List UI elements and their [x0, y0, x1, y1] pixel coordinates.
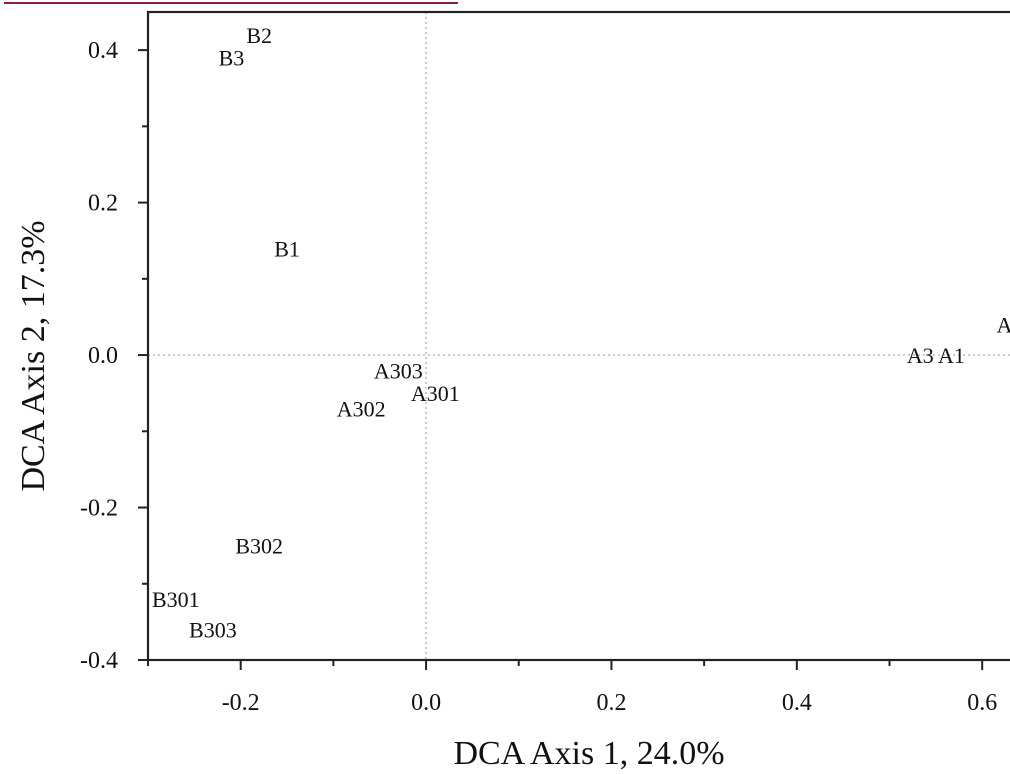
x-tick-label: -0.2 — [222, 690, 260, 716]
point-label-a2: A2 — [997, 313, 1010, 338]
x-tick-label: 0.6 — [967, 690, 997, 716]
point-label-b1: B1 — [274, 236, 300, 261]
point-label-a301: A301 — [411, 381, 460, 406]
y-tick-label: -0.2 — [80, 496, 118, 522]
y-axis-title: DCA Axis 2, 17.3% — [15, 220, 52, 491]
x-axis-title: DCA Axis 1, 24.0% — [453, 735, 724, 772]
point-label-b301: B301 — [152, 587, 200, 612]
y-tick-label: 0.4 — [88, 38, 118, 64]
x-tick-label: 0.4 — [782, 690, 812, 716]
x-tick-label: 0.2 — [596, 690, 626, 716]
point-label-b2: B2 — [246, 23, 272, 48]
point-label-a303: A303 — [374, 358, 423, 383]
y-tick-label: -0.4 — [80, 648, 118, 674]
y-tick-label: 0.2 — [88, 191, 118, 217]
point-label-a302: A302 — [337, 396, 386, 421]
x-tick-label: 0.0 — [411, 690, 441, 716]
point-label-a3-a1: A3 A1 — [907, 343, 965, 368]
point-label-b302: B302 — [235, 534, 283, 559]
plot-frame — [146, 10, 1010, 662]
point-label-b303: B303 — [189, 618, 237, 643]
axis-ticks: -0.2 0.0 0.2 0.4 0.6 0.4 0.2 0.0 -0.2 -0.4 — [80, 38, 997, 716]
y-tick-label: 0.0 — [88, 343, 118, 369]
point-label-b3: B3 — [219, 46, 245, 71]
